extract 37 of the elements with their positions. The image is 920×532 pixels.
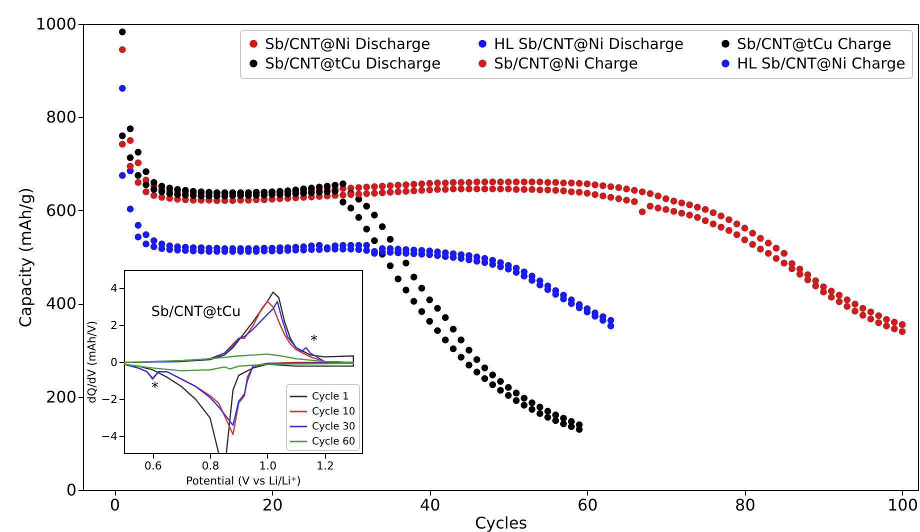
x-tick-label: 0.6 bbox=[144, 460, 162, 472]
x-tick-label: 100 bbox=[887, 496, 918, 514]
y-tick-label: 0 bbox=[110, 356, 118, 369]
y-tick-label: 400 bbox=[46, 294, 76, 314]
annotation: * bbox=[152, 380, 158, 396]
y-tick-label: 1000 bbox=[36, 14, 76, 34]
x-tick-label: 20 bbox=[262, 496, 283, 514]
legend-label: Sb/CNT@Ni Discharge bbox=[265, 34, 430, 53]
annotation: * bbox=[310, 333, 318, 349]
y-tick-label: 4 bbox=[110, 282, 118, 295]
legend-label: Cycle 60 bbox=[312, 436, 356, 448]
legend-label: Sb/CNT@tCu Discharge bbox=[265, 54, 441, 72]
legend-label: Sb/CNT@tCu Charge bbox=[737, 34, 892, 53]
x-tick-label: 1.0 bbox=[259, 460, 277, 472]
y-axis-title: dQ/dV (mAh/V) bbox=[85, 320, 98, 404]
y-tick-label: 2 bbox=[110, 318, 118, 332]
x-tick-label: 1.2 bbox=[316, 460, 334, 472]
legend-label: Cycle 1 bbox=[312, 392, 349, 402]
y-tick-label: 600 bbox=[46, 200, 76, 220]
annotation: Sb/CNT@tCu bbox=[151, 304, 241, 320]
y-tick-label: −2 bbox=[101, 392, 118, 406]
x-tick-label: 0.8 bbox=[202, 460, 220, 472]
y-tick-label: −4 bbox=[101, 430, 118, 443]
y-tick-label: 0 bbox=[66, 480, 76, 500]
y-tick-label: 200 bbox=[46, 387, 76, 406]
legend-label: HL Sb/CNT@Ni Discharge bbox=[494, 34, 684, 53]
x-tick-label: 40 bbox=[420, 496, 440, 514]
x-tick-label: 60 bbox=[577, 496, 598, 514]
x-axis-title: Cycles bbox=[474, 514, 528, 532]
legend-label: HL Sb/CNT@Ni Charge bbox=[737, 54, 906, 72]
y-tick-label: 800 bbox=[46, 108, 76, 127]
y-axis-title: Capacity (mAh/g) bbox=[16, 188, 35, 328]
x-axis-title: Potential (V vs Li/Li⁺) bbox=[186, 474, 301, 488]
legend-label: Cycle 10 bbox=[312, 406, 356, 418]
legend-label: Cycle 30 bbox=[312, 422, 356, 432]
x-tick-label: 80 bbox=[735, 496, 756, 514]
legend-label: Sb/CNT@Ni Charge bbox=[494, 54, 638, 72]
